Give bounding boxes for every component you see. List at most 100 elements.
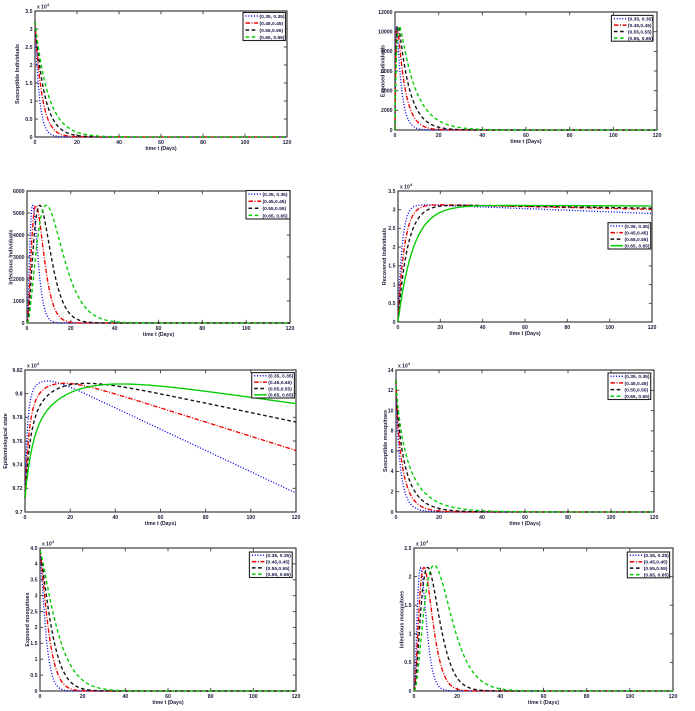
svg-text:(0.45,0.45): (0.45,0.45): [266, 560, 290, 566]
svg-text:4: 4: [408, 362, 411, 366]
svg-text:(0.65, 0.65): (0.65, 0.65): [644, 573, 669, 579]
svg-text:(0.55,0.55): (0.55,0.55): [644, 566, 668, 572]
svg-text:120: 120: [286, 326, 295, 332]
svg-text:3.5: 3.5: [25, 9, 32, 15]
svg-text:(0.65, 0.65): (0.65, 0.65): [268, 393, 293, 399]
svg-text:(0.55,0.55): (0.55,0.55): [263, 206, 287, 212]
svg-text:x 10: x 10: [37, 5, 47, 11]
svg-text:120: 120: [669, 694, 678, 700]
svg-text:9.72: 9.72: [12, 486, 22, 492]
svg-text:Exposed mosquitoes: Exposed mosquitoes: [25, 592, 31, 646]
svg-text:(0.65, 0.65): (0.65, 0.65): [263, 213, 288, 219]
svg-text:120: 120: [650, 515, 659, 521]
svg-text:40: 40: [480, 325, 486, 331]
svg-text:80: 80: [584, 694, 590, 700]
svg-text:x 10: x 10: [400, 185, 410, 191]
svg-text:100: 100: [605, 325, 614, 331]
svg-text:40: 40: [112, 326, 118, 332]
svg-text:120: 120: [648, 325, 657, 331]
svg-text:20: 20: [454, 694, 460, 700]
svg-text:100: 100: [625, 694, 634, 700]
svg-text:Susceptible mosquitoes: Susceptible mosquitoes: [383, 410, 389, 472]
svg-text:2: 2: [35, 625, 38, 631]
svg-text:4000: 4000: [381, 89, 393, 95]
svg-text:40: 40: [497, 694, 503, 700]
svg-text:5000: 5000: [13, 211, 25, 217]
svg-text:14: 14: [388, 368, 394, 374]
svg-text:100: 100: [246, 515, 255, 521]
svg-text:time t (Days): time t (Days): [145, 146, 176, 152]
svg-text:100: 100: [242, 326, 251, 332]
svg-text:20: 20: [74, 140, 80, 146]
svg-text:0: 0: [34, 140, 37, 146]
svg-text:3: 3: [35, 594, 38, 600]
svg-text:time t (Days): time t (Days): [509, 331, 540, 337]
svg-text:4: 4: [52, 540, 55, 544]
svg-text:(0.35, 0.35): (0.35, 0.35): [263, 192, 288, 198]
svg-text:(0.45,0.45): (0.45,0.45): [263, 199, 287, 205]
svg-text:(0.35, 0.35): (0.35, 0.35): [625, 224, 650, 230]
svg-text:0: 0: [26, 326, 29, 332]
svg-text:(0.35, 0.35): (0.35, 0.35): [628, 17, 653, 23]
svg-text:80: 80: [565, 515, 571, 521]
svg-text:(0.35, 0.35): (0.35, 0.35): [266, 553, 291, 559]
svg-text:100: 100: [241, 140, 250, 146]
svg-text:0: 0: [390, 128, 393, 134]
svg-text:(0.65, 0.65): (0.65, 0.65): [625, 244, 650, 250]
svg-text:0: 0: [413, 694, 416, 700]
svg-text:60: 60: [158, 515, 164, 521]
svg-text:(0.35, 0.35): (0.35, 0.35): [260, 14, 285, 20]
svg-text:40: 40: [112, 515, 118, 521]
svg-text:80: 80: [203, 515, 209, 521]
svg-text:4000: 4000: [13, 233, 25, 239]
svg-text:10: 10: [388, 408, 394, 414]
svg-text:0: 0: [24, 515, 27, 521]
svg-text:(0.55,0.55): (0.55,0.55): [260, 28, 284, 34]
svg-text:(0.35, 0.35): (0.35, 0.35): [268, 374, 293, 380]
svg-text:(0.55,0.55): (0.55,0.55): [625, 388, 649, 394]
svg-text:1: 1: [30, 99, 33, 105]
svg-text:(0.65, 0.65): (0.65, 0.65): [628, 36, 653, 42]
svg-text:3: 3: [30, 27, 33, 33]
svg-text:100: 100: [607, 515, 616, 521]
svg-text:0.5: 0.5: [404, 660, 411, 666]
svg-text:80: 80: [564, 325, 570, 331]
svg-text:(0.35, 0.35): (0.35, 0.35): [644, 553, 669, 559]
svg-text:1.5: 1.5: [404, 603, 411, 609]
svg-text:2: 2: [409, 574, 412, 580]
svg-text:2.5: 2.5: [25, 45, 32, 51]
svg-text:3000: 3000: [13, 255, 25, 261]
svg-text:(0.35, 0.35): (0.35, 0.35): [625, 374, 650, 380]
svg-text:0.5: 0.5: [388, 301, 395, 307]
svg-text:20: 20: [436, 515, 442, 521]
svg-text:60: 60: [523, 133, 529, 139]
svg-text:40: 40: [479, 133, 485, 139]
svg-text:4: 4: [410, 183, 413, 187]
svg-text:x 10: x 10: [398, 364, 408, 370]
svg-text:time t (Days): time t (Days): [528, 700, 559, 706]
svg-text:0: 0: [35, 689, 38, 695]
svg-text:20: 20: [67, 515, 73, 521]
svg-text:60: 60: [522, 325, 528, 331]
svg-text:Infectious Individuals: Infectious Individuals: [9, 229, 15, 284]
svg-text:120: 120: [292, 515, 301, 521]
svg-text:4: 4: [391, 469, 394, 475]
svg-text:1000: 1000: [13, 299, 25, 305]
svg-text:3: 3: [393, 208, 396, 214]
svg-text:12000: 12000: [378, 10, 393, 16]
svg-text:0.5: 0.5: [25, 117, 32, 123]
svg-text:0: 0: [39, 694, 42, 700]
svg-text:9.76: 9.76: [12, 439, 22, 445]
svg-text:60: 60: [541, 694, 547, 700]
svg-text:Epidemiological state: Epidemiological state: [3, 413, 9, 468]
svg-text:x 10: x 10: [42, 542, 52, 548]
svg-text:3.5: 3.5: [30, 578, 37, 584]
svg-text:6000: 6000: [381, 69, 393, 75]
svg-text:40: 40: [116, 140, 122, 146]
svg-text:10000: 10000: [378, 30, 393, 36]
svg-text:2: 2: [393, 245, 396, 251]
svg-text:(0.55,0.55): (0.55,0.55): [268, 386, 292, 392]
svg-text:(0.45,0.45): (0.45,0.45): [644, 560, 668, 566]
svg-text:60: 60: [156, 326, 162, 332]
svg-text:0: 0: [393, 320, 396, 326]
